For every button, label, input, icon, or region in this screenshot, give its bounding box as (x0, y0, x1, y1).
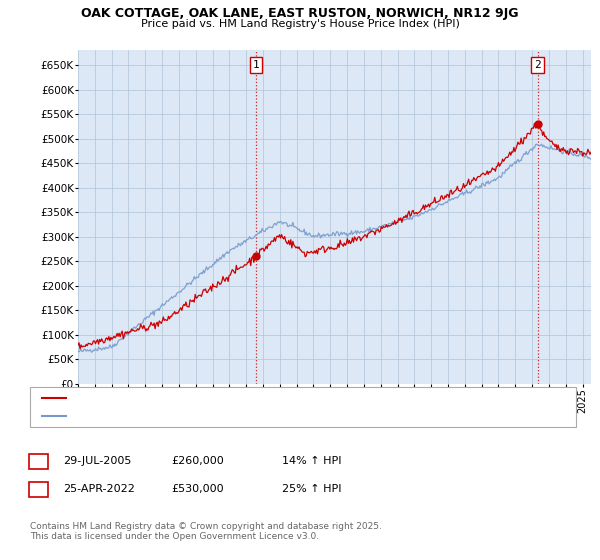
Text: £260,000: £260,000 (171, 456, 224, 466)
Text: Price paid vs. HM Land Registry's House Price Index (HPI): Price paid vs. HM Land Registry's House … (140, 19, 460, 29)
Text: 25% ↑ HPI: 25% ↑ HPI (282, 484, 341, 494)
Text: 1: 1 (253, 60, 259, 70)
Text: Contains HM Land Registry data © Crown copyright and database right 2025.
This d: Contains HM Land Registry data © Crown c… (30, 522, 382, 542)
Text: 29-JUL-2005: 29-JUL-2005 (63, 456, 131, 466)
Text: 25-APR-2022: 25-APR-2022 (63, 484, 135, 494)
Text: HPI: Average price, detached house, North Norfolk: HPI: Average price, detached house, Nort… (72, 412, 311, 421)
Text: £530,000: £530,000 (171, 484, 224, 494)
Text: 2: 2 (534, 60, 541, 70)
Text: 14% ↑ HPI: 14% ↑ HPI (282, 456, 341, 466)
Text: OAK COTTAGE, OAK LANE, EAST RUSTON, NORWICH, NR12 9JG (detached house): OAK COTTAGE, OAK LANE, EAST RUSTON, NORW… (72, 394, 455, 403)
Text: 1: 1 (35, 456, 42, 466)
Text: 2: 2 (35, 484, 42, 494)
Text: OAK COTTAGE, OAK LANE, EAST RUSTON, NORWICH, NR12 9JG: OAK COTTAGE, OAK LANE, EAST RUSTON, NORW… (81, 7, 519, 20)
